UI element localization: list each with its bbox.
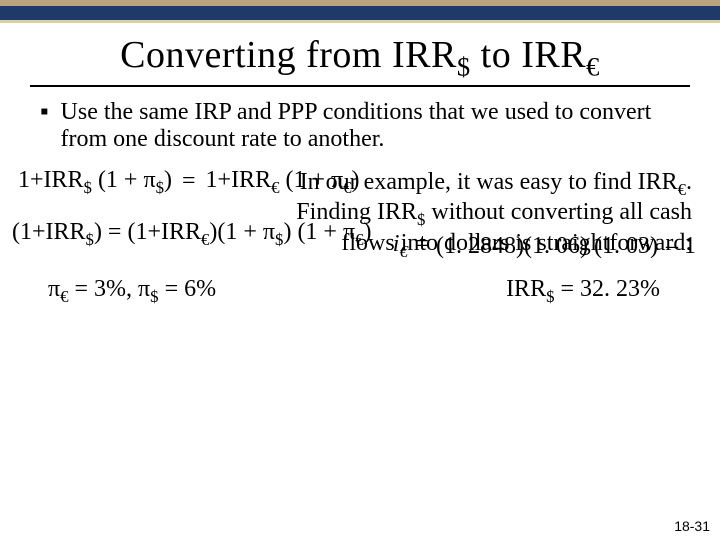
eq1-num-r-sub: €: [271, 177, 279, 196]
title-part-2: to IRR: [471, 34, 586, 76]
eq3-lhs-b: =: [408, 231, 430, 257]
slide-title: Converting from IRR$ to IRR€: [30, 33, 690, 87]
bottom-right-b: = 32. 23%: [554, 276, 660, 302]
eq1-equals: =: [182, 168, 196, 195]
bottom-left-b: = 3%, π: [69, 276, 151, 302]
eq2-num-a: (1+IRR: [127, 219, 201, 245]
bullet-mark: ▪: [40, 99, 49, 153]
bullet-text: Use the same IRP and PPP conditions that…: [61, 99, 680, 153]
pi-values: π€ = 3%, π$ = 6%: [48, 276, 216, 307]
right-para-a: In our example, it was easy to find IRR: [300, 169, 678, 195]
title-sub-euro: €: [586, 52, 600, 82]
eq2-lhs-b: ) =: [94, 219, 122, 245]
eq3-num: (1. 2848)(1. 06): [436, 233, 588, 259]
eq2-fraction: (1+IRR€)(1 + π$) (1 + π€): [127, 219, 371, 250]
eq1-num-r-a: 1+IRR: [206, 167, 272, 193]
eq2-den-a: (1 + π: [297, 219, 355, 245]
eq2-lhs: (1+IRR$) =: [12, 219, 121, 250]
bottom-left-c: = 6%: [159, 276, 217, 302]
page-number: 18-31: [674, 518, 710, 534]
right-para-sub1: €: [678, 179, 686, 198]
equation-3: i€ = (1. 2848)(1. 06) (1. 03) – 1: [393, 231, 696, 262]
eq2-num-c: ): [283, 219, 291, 245]
eq1-num-l-a: 1+IRR: [18, 167, 84, 193]
eq2-lhs-sub: $: [86, 230, 94, 249]
header-bar-navy: [0, 6, 720, 20]
bottom-left-a: π: [48, 276, 60, 302]
irr-result: IRR$ = 32. 23%: [506, 276, 660, 307]
eq3-fraction: (1. 2848)(1. 06) (1. 03): [436, 233, 658, 260]
eq1-num-l-sub: $: [84, 177, 92, 196]
bottom-row: π€ = 3%, π$ = 6% IRR$ = 32. 23%: [0, 276, 720, 307]
bottom-left-sub2: $: [150, 287, 158, 306]
eq2-num-b: )(1 + π: [209, 219, 275, 245]
eq3-den: (1. 03): [594, 233, 658, 259]
bottom-left-sub1: €: [60, 287, 68, 306]
eq1-den-l-b: ): [164, 167, 172, 193]
eq2-lhs-a: (1+IRR: [12, 219, 86, 245]
eq3-tail: – 1: [666, 233, 696, 260]
eq3-lhs: i€ =: [393, 231, 430, 262]
header-bars: [0, 0, 720, 23]
header-bar-cream: [0, 20, 720, 23]
math-area: 1+IRR$ (1 + π$) = 1+IRR€ (1 + π€) In our…: [0, 167, 720, 307]
bottom-right-a: IRR: [506, 276, 546, 302]
eq3-lhs-sub: €: [399, 242, 407, 261]
title-sub-dollar: $: [457, 52, 471, 82]
title-part-1: Converting from IRR: [120, 34, 457, 76]
eq1-den-l-a: (1 + π: [98, 167, 156, 193]
bullet-block: ▪ Use the same IRP and PPP conditions th…: [40, 99, 680, 153]
eq1-den-l-sub: $: [156, 177, 164, 196]
eq1-left-fraction: 1+IRR$ (1 + π$): [18, 167, 172, 198]
eq2-den-b: ): [363, 219, 371, 245]
